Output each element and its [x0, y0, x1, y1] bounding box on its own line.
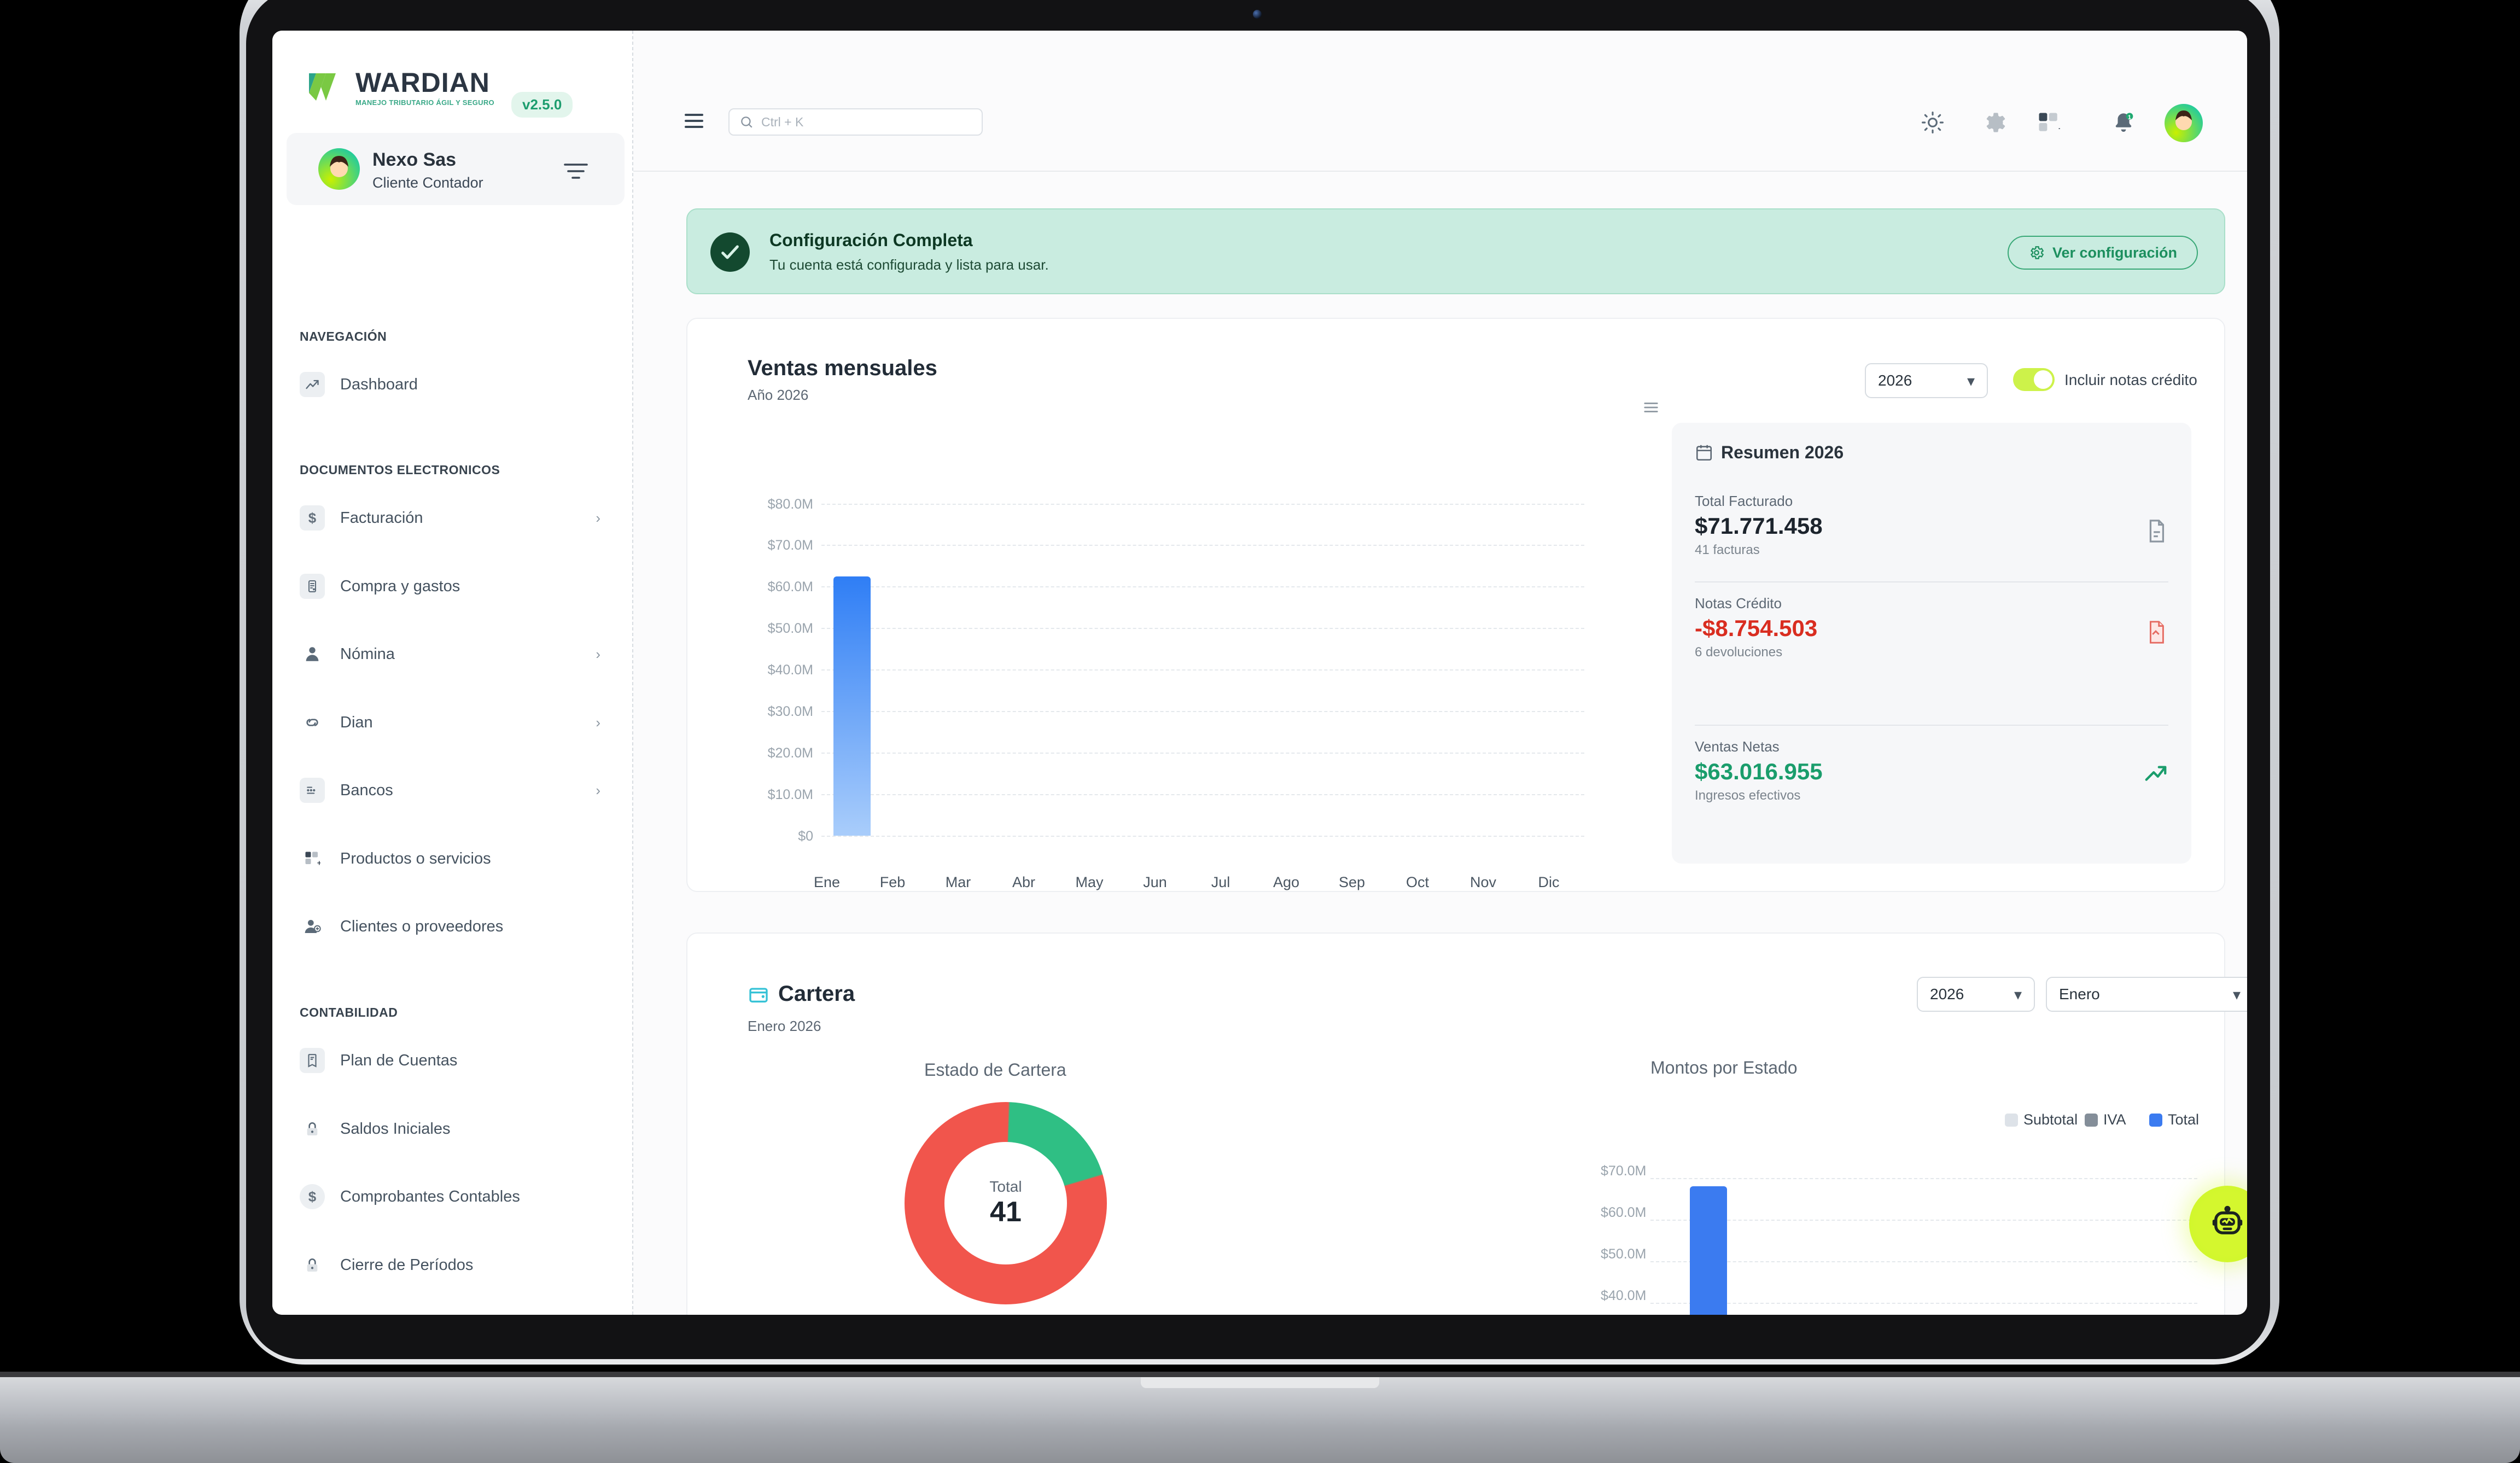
svg-text:+: + [2058, 124, 2061, 135]
svg-text:+: + [317, 859, 320, 867]
svg-text:1: 1 [2128, 114, 2131, 121]
